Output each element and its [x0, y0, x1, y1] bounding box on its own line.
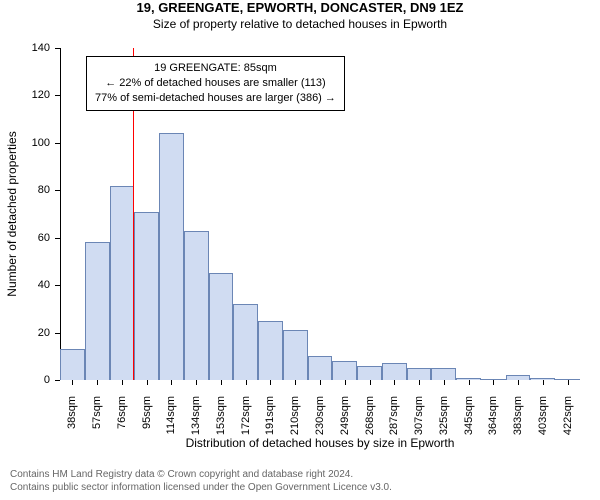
- histogram-bar: [184, 231, 209, 380]
- x-tick-label: 345sqm: [463, 396, 475, 435]
- y-tick: [55, 190, 60, 191]
- x-tick: [147, 380, 148, 385]
- x-tick: [444, 380, 445, 385]
- y-axis-line: [60, 48, 61, 380]
- histogram-bar: [332, 361, 357, 380]
- histogram-bar: [85, 242, 110, 380]
- x-tick: [419, 380, 420, 385]
- histogram-bar: [233, 304, 258, 380]
- y-axis-label: Number of detached properties: [5, 131, 19, 296]
- y-tick: [55, 48, 60, 49]
- page-title: 19, GREENGATE, EPWORTH, DONCASTER, DN9 1…: [0, 0, 600, 17]
- y-tick-label: 80: [22, 184, 50, 196]
- x-tick: [72, 380, 73, 385]
- histogram-bar: [110, 186, 135, 380]
- x-axis-label: Distribution of detached houses by size …: [186, 436, 455, 450]
- footer-line-2: Contains public sector information licen…: [10, 481, 392, 494]
- histogram-bar: [134, 212, 159, 380]
- y-tick: [55, 238, 60, 239]
- histogram-bar: [283, 330, 308, 380]
- x-tick-label: 172sqm: [240, 396, 252, 435]
- x-tick: [543, 380, 544, 385]
- x-tick-label: 191sqm: [264, 396, 276, 435]
- histogram-bar: [209, 273, 234, 380]
- x-tick-label: 249sqm: [339, 396, 351, 435]
- x-tick-label: 210sqm: [289, 396, 301, 435]
- x-tick: [221, 380, 222, 385]
- y-tick: [55, 380, 60, 381]
- x-tick-label: 134sqm: [190, 396, 202, 435]
- x-tick: [246, 380, 247, 385]
- x-tick: [493, 380, 494, 385]
- y-tick-label: 40: [22, 279, 50, 291]
- callout-line-1: 19 GREENGATE: 85sqm: [95, 61, 336, 76]
- x-tick: [196, 380, 197, 385]
- y-tick-label: 0: [22, 374, 50, 386]
- x-tick-label: 95sqm: [141, 396, 153, 429]
- x-tick: [320, 380, 321, 385]
- page-subtitle: Size of property relative to detached ho…: [0, 17, 600, 33]
- histogram-bar: [60, 349, 85, 380]
- histogram-bar: [407, 368, 432, 380]
- x-tick-label: 38sqm: [66, 396, 78, 429]
- x-tick-label: 383sqm: [512, 396, 524, 435]
- x-tick: [345, 380, 346, 385]
- x-tick: [97, 380, 98, 385]
- histogram-bar: [431, 368, 456, 380]
- x-tick: [270, 380, 271, 385]
- x-tick-label: 76sqm: [116, 396, 128, 429]
- x-tick: [568, 380, 569, 385]
- x-tick-label: 403sqm: [537, 396, 549, 435]
- footer-line-1: Contains HM Land Registry data © Crown c…: [10, 468, 392, 481]
- callout-line-3: 77% of semi-detached houses are larger (…: [95, 91, 336, 106]
- x-tick-label: 57sqm: [91, 396, 103, 429]
- x-tick: [394, 380, 395, 385]
- x-tick-label: 153sqm: [215, 396, 227, 435]
- x-tick: [171, 380, 172, 385]
- callout-line-2: ← 22% of detached houses are smaller (11…: [95, 76, 336, 91]
- histogram-bar: [382, 363, 407, 380]
- footer-attribution: Contains HM Land Registry data © Crown c…: [10, 468, 392, 494]
- y-tick: [55, 143, 60, 144]
- y-tick: [55, 333, 60, 334]
- x-tick-label: 230sqm: [314, 396, 326, 435]
- x-tick-label: 307sqm: [413, 396, 425, 435]
- y-tick-label: 100: [22, 137, 50, 149]
- x-tick: [469, 380, 470, 385]
- y-tick: [55, 95, 60, 96]
- y-tick-label: 60: [22, 232, 50, 244]
- histogram-bar: [159, 133, 184, 380]
- x-tick: [122, 380, 123, 385]
- histogram-bar: [258, 321, 283, 380]
- x-tick-label: 325sqm: [438, 396, 450, 435]
- x-tick-label: 114sqm: [165, 396, 177, 434]
- x-tick: [295, 380, 296, 385]
- histogram-bar: [357, 366, 382, 380]
- y-tick-label: 140: [22, 42, 50, 54]
- histogram-bar: [308, 356, 333, 380]
- x-tick-label: 287sqm: [388, 396, 400, 435]
- y-tick: [55, 285, 60, 286]
- y-tick-label: 120: [22, 89, 50, 101]
- y-tick-label: 20: [22, 327, 50, 339]
- x-tick-label: 422sqm: [562, 396, 574, 435]
- x-tick-label: 364sqm: [487, 396, 499, 435]
- x-tick-label: 268sqm: [364, 396, 376, 435]
- x-tick: [518, 380, 519, 385]
- callout-box: 19 GREENGATE: 85sqm ← 22% of detached ho…: [86, 56, 345, 111]
- x-tick: [370, 380, 371, 385]
